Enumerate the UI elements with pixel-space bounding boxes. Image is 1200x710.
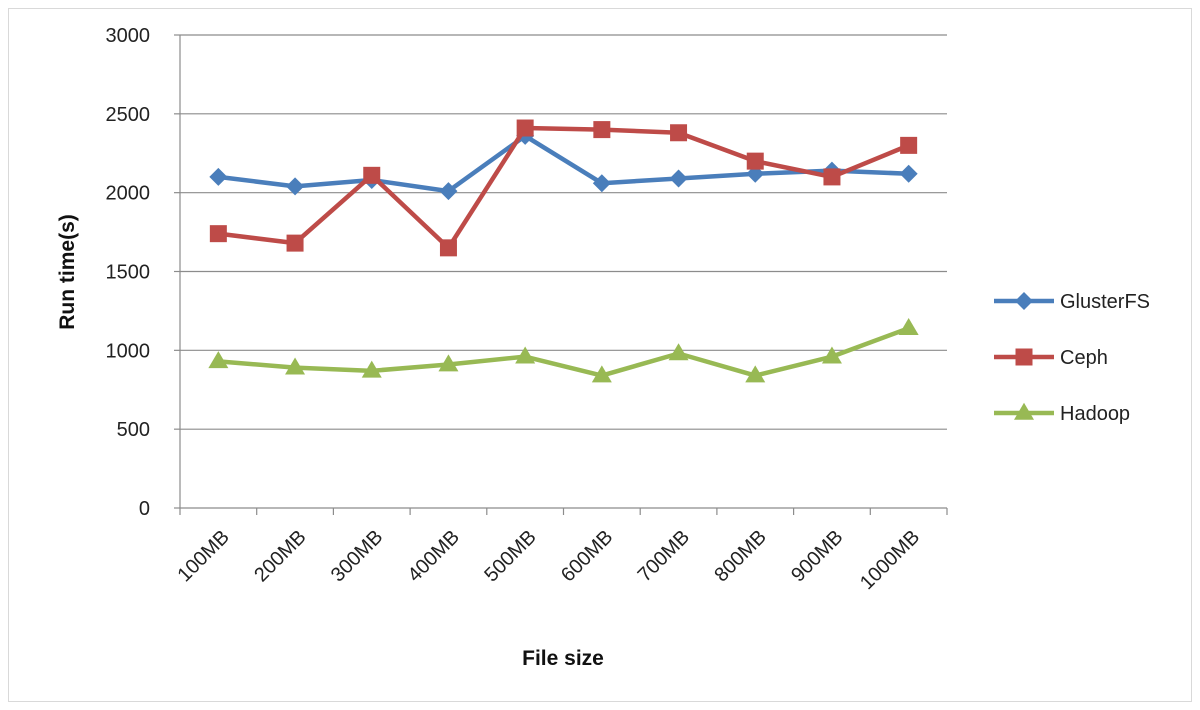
glusterfs-line xyxy=(218,133,909,194)
glusterfs-point xyxy=(899,164,918,183)
hadoop-point xyxy=(821,346,842,364)
x-tick-label: 400MB xyxy=(404,526,464,586)
series-ceph xyxy=(209,119,918,257)
ceph-line xyxy=(218,125,910,251)
legend-label: GlusterFS xyxy=(1060,291,1150,313)
glusterfs-point xyxy=(669,169,688,188)
gridlines xyxy=(180,34,947,430)
ceph-point xyxy=(823,168,841,186)
series-group xyxy=(208,119,919,383)
hadoop-point xyxy=(208,351,229,369)
ceph-point xyxy=(900,136,918,154)
ceph-point xyxy=(439,239,457,257)
glusterfs-point xyxy=(592,174,611,193)
x-axis-title: File size xyxy=(522,647,604,670)
ceph-point xyxy=(363,166,381,184)
ceph-point xyxy=(593,121,611,139)
hadoop-point xyxy=(898,318,919,336)
hadoop-point xyxy=(438,354,459,372)
y-tick-label: 1500 xyxy=(106,262,151,284)
y-tick-label: 2500 xyxy=(106,104,151,126)
legend-marker xyxy=(1015,292,1033,310)
y-tick-label: 0 xyxy=(139,498,150,520)
legend-marker xyxy=(1015,348,1033,366)
y-tick-label: 2000 xyxy=(106,183,151,205)
hadoop-point xyxy=(361,360,382,378)
legend-item-glusterfs: GlusterFS xyxy=(994,291,1150,313)
glusterfs-point xyxy=(286,177,305,196)
x-tick-label: 1000MB xyxy=(856,526,924,594)
x-tick-label: 900MB xyxy=(787,526,847,586)
x-tick-label: 700MB xyxy=(634,526,694,586)
hadoop-point xyxy=(285,357,306,375)
x-tick-label: 200MB xyxy=(250,526,310,586)
hadoop-point xyxy=(515,346,536,364)
hadoop-point xyxy=(668,343,689,361)
hadoop-line xyxy=(218,326,910,378)
axes: 0 500 1000 1500 2000 2500 3000 100MB 200MB 300MB 4… xyxy=(106,25,948,594)
glusterfs-point xyxy=(439,182,458,201)
series-hadoop xyxy=(208,318,919,383)
ceph-point xyxy=(286,234,304,252)
series-glusterfs xyxy=(209,126,918,201)
y-tick-label: 1000 xyxy=(106,340,151,362)
legend-marker xyxy=(1014,402,1034,420)
x-tick-label: 100MB xyxy=(174,526,234,586)
y-tick-label: 3000 xyxy=(106,25,151,47)
x-tick-label: 600MB xyxy=(557,526,617,586)
hadoop-point xyxy=(745,365,766,383)
legend-item-hadoop: Hadoop xyxy=(994,402,1130,425)
ceph-point xyxy=(516,119,534,137)
glusterfs-point xyxy=(209,167,228,186)
ceph-point xyxy=(670,124,688,142)
x-tick-label: 500MB xyxy=(480,526,540,586)
x-tick-label: 800MB xyxy=(710,526,770,586)
hadoop-point xyxy=(591,365,612,383)
ceph-point xyxy=(209,225,227,243)
legend-label: Hadoop xyxy=(1060,403,1130,425)
legend: GlusterFS Ceph Hadoop xyxy=(994,291,1150,425)
legend-label: Ceph xyxy=(1060,347,1108,369)
y-tick-label: 500 xyxy=(117,419,150,441)
x-tick-label: 300MB xyxy=(327,526,387,586)
y-axis-title: Run time(s) xyxy=(56,214,79,330)
ceph-point xyxy=(746,152,764,170)
legend-item-ceph: Ceph xyxy=(994,347,1108,369)
